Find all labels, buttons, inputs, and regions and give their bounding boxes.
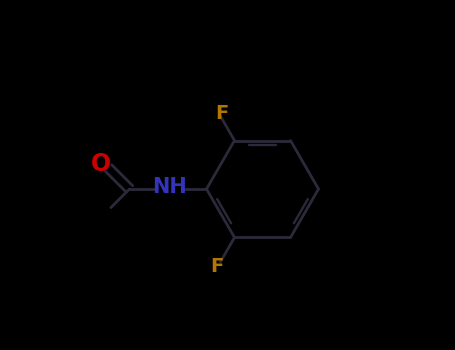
Text: NH: NH	[152, 177, 187, 197]
Text: F: F	[216, 104, 229, 123]
Text: O: O	[91, 152, 111, 176]
Text: F: F	[210, 258, 223, 277]
